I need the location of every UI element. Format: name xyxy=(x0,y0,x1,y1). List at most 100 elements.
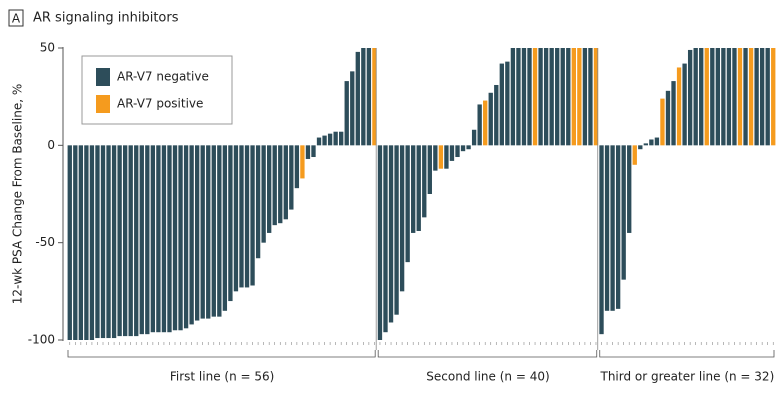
bar xyxy=(737,48,743,146)
bar xyxy=(339,131,344,146)
bar xyxy=(704,48,709,146)
bar xyxy=(327,133,333,146)
bar xyxy=(388,145,394,323)
bar xyxy=(322,135,327,146)
chart-title: AR signaling inhibitors xyxy=(33,11,179,26)
bar xyxy=(516,48,521,146)
bar xyxy=(250,145,255,286)
bar xyxy=(549,48,554,146)
bar xyxy=(333,131,338,146)
bar xyxy=(427,145,432,194)
bar xyxy=(278,145,283,224)
bar xyxy=(483,100,488,146)
bar xyxy=(134,145,139,337)
bar xyxy=(366,48,372,146)
panel-box xyxy=(8,9,24,27)
bar xyxy=(604,145,610,311)
bar xyxy=(455,145,460,158)
bar xyxy=(499,63,504,146)
bar xyxy=(571,48,576,146)
bar xyxy=(577,48,582,146)
bar xyxy=(89,145,95,340)
bar xyxy=(200,145,205,319)
bar xyxy=(95,145,100,339)
y-tick-label: 50 xyxy=(40,41,55,55)
bar xyxy=(743,48,748,146)
bar xyxy=(394,145,399,315)
group-bracket xyxy=(599,350,775,358)
bar xyxy=(283,145,288,220)
bar xyxy=(167,145,172,333)
bar xyxy=(643,143,649,146)
bar xyxy=(84,145,89,340)
bar xyxy=(721,48,726,146)
bar xyxy=(405,145,410,263)
group-label: First line (n = 56) xyxy=(170,370,274,384)
bar xyxy=(543,48,549,146)
bar xyxy=(438,145,444,169)
bar xyxy=(411,145,416,233)
bar xyxy=(145,145,150,335)
bar xyxy=(239,145,244,288)
bar xyxy=(361,48,366,146)
bar xyxy=(621,145,626,280)
y-tick-label: -100 xyxy=(28,333,55,347)
bar xyxy=(106,145,111,339)
bar xyxy=(311,145,316,158)
bar xyxy=(699,48,704,146)
bar xyxy=(150,145,156,333)
bar xyxy=(244,145,250,288)
bar xyxy=(477,104,482,146)
bar xyxy=(638,145,643,150)
bar xyxy=(217,145,222,317)
legend-label: AR-V7 positive xyxy=(117,97,203,111)
bar xyxy=(289,145,294,210)
bar xyxy=(771,48,776,146)
bar xyxy=(272,145,277,226)
bar xyxy=(560,48,565,146)
bar xyxy=(355,51,360,146)
bar xyxy=(206,145,211,319)
bar xyxy=(178,145,183,331)
bar xyxy=(566,48,571,146)
bar xyxy=(693,48,698,146)
bar xyxy=(305,145,311,159)
bar xyxy=(521,48,527,146)
bar xyxy=(139,145,144,335)
bar xyxy=(665,90,671,146)
bar xyxy=(372,48,377,146)
legend-label: AR-V7 negative xyxy=(117,70,209,84)
bar xyxy=(233,145,239,292)
bar xyxy=(726,48,732,146)
bar xyxy=(588,48,593,146)
bar xyxy=(494,84,499,146)
bar xyxy=(527,48,532,146)
bar xyxy=(156,145,161,333)
bar xyxy=(67,145,72,340)
bar xyxy=(261,145,266,243)
bar xyxy=(228,145,233,302)
bar xyxy=(748,48,754,146)
y-tick-label: 0 xyxy=(47,138,55,152)
bar xyxy=(710,48,715,146)
group-bracket xyxy=(67,350,376,358)
group-label: Second line (n = 40) xyxy=(426,370,549,384)
bar xyxy=(687,49,693,146)
bar xyxy=(294,145,300,189)
bar xyxy=(466,145,471,150)
bar xyxy=(715,48,721,146)
bar xyxy=(732,48,737,146)
legend-swatch xyxy=(96,95,110,113)
bar xyxy=(399,145,405,292)
bar xyxy=(460,145,466,152)
bar xyxy=(599,145,604,335)
bar xyxy=(350,71,355,146)
bar xyxy=(754,48,759,146)
bar xyxy=(377,145,383,340)
bar xyxy=(416,145,421,231)
bar xyxy=(344,81,349,146)
bar xyxy=(649,139,654,146)
bar xyxy=(316,137,322,146)
